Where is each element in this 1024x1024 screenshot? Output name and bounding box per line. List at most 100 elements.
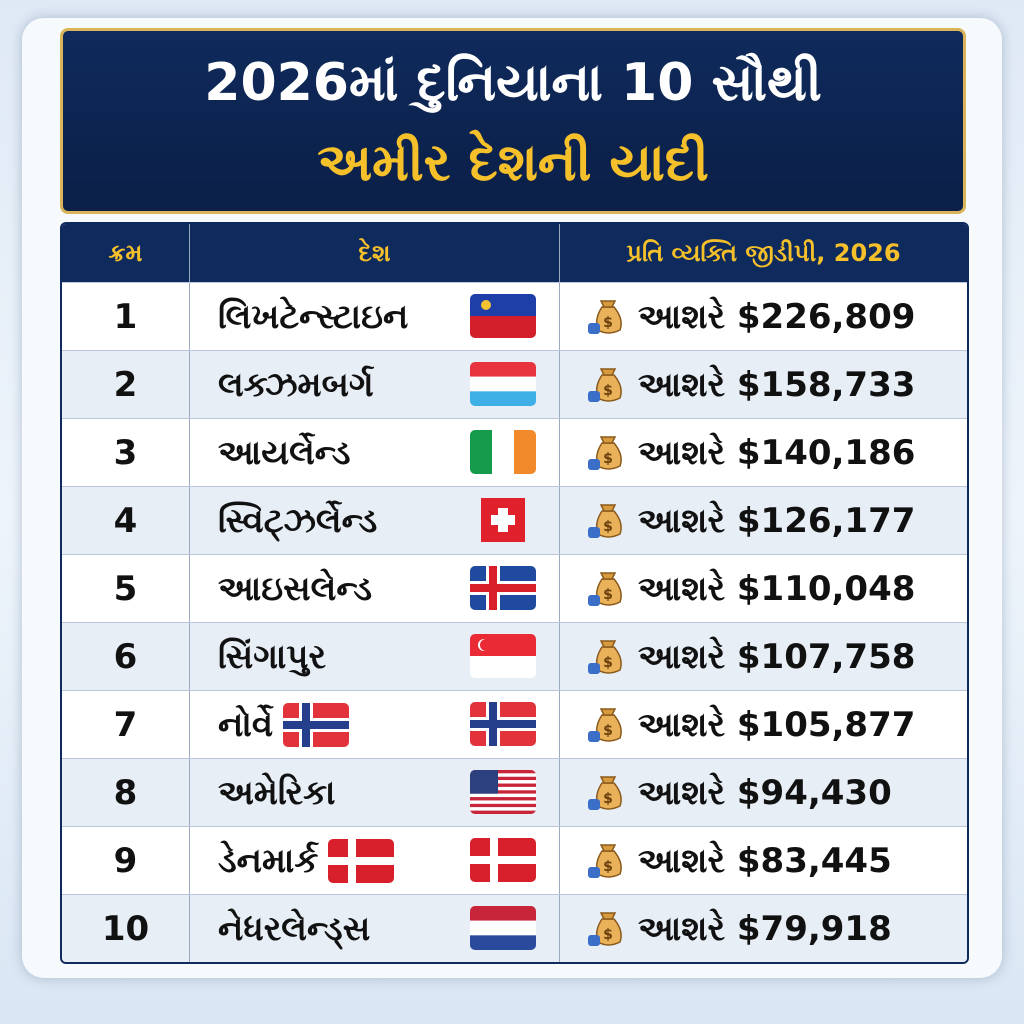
bag-body <box>595 373 622 402</box>
flag-part <box>470 776 536 781</box>
dollar-sign: $ <box>603 927 613 943</box>
flag-body <box>470 294 536 338</box>
dollar-sign: $ <box>603 723 613 739</box>
money-bag-icon: $ <box>588 571 622 606</box>
table-row: 8 અમેરિકા $ આશરે $94,430 <box>62 758 967 826</box>
flag-part <box>470 803 536 808</box>
rank-cell: 2 <box>62 351 190 418</box>
flag-part <box>470 810 536 814</box>
flag-body <box>470 566 536 610</box>
bag-top <box>599 707 617 716</box>
gdp-value: આશરે $140,186 <box>638 432 916 473</box>
flag <box>470 430 536 474</box>
table-row: 10 નેધરલેન્ડ્સ $ આશરે $79,918 <box>62 894 967 962</box>
gdp-cell: $ આશરે $126,177 <box>560 487 967 554</box>
title-line: અમીર દેશની યાદી <box>317 133 709 193</box>
bag-body <box>595 509 622 538</box>
flag-part <box>470 797 536 801</box>
bag-top <box>599 775 617 784</box>
country-name: આઇસલેન્ડ <box>218 568 373 609</box>
money-bag-icon: $ <box>588 367 622 402</box>
gdp-cell: $ આશરે $94,430 <box>560 759 967 826</box>
flag <box>470 566 536 610</box>
rank-cell: 5 <box>62 555 190 622</box>
country-cell: સિંગાપુર <box>190 623 560 690</box>
flag-part <box>470 376 536 392</box>
flag-part <box>492 430 514 474</box>
flag-part <box>470 935 536 950</box>
flag <box>470 294 536 338</box>
bag-top <box>599 435 617 444</box>
flag-part <box>470 391 536 406</box>
country-name: આયર્લેન્ડ <box>218 432 351 473</box>
rank-cell: 10 <box>62 895 190 962</box>
flag-body <box>470 702 536 746</box>
flag-part <box>481 300 491 310</box>
gdp-cell: $ આશરે $140,186 <box>560 419 967 486</box>
country-cell: લિખટેન્સ્ટાઇન <box>190 283 560 350</box>
gdp-cell: $ આશરે $105,877 <box>560 691 967 758</box>
hand <box>588 798 600 810</box>
money-bag-icon: $ <box>588 707 622 742</box>
table-row: 9 ડેનમાર્ક $ આશરે $83,445 <box>62 826 967 894</box>
country-name: સિંગાપુર <box>218 636 327 677</box>
flag <box>470 906 536 950</box>
bag-body <box>595 849 622 878</box>
hand <box>588 390 600 402</box>
bag-body <box>595 645 622 674</box>
column-header: ક્રમ <box>62 224 190 282</box>
hand <box>588 730 600 742</box>
flag <box>283 702 350 747</box>
rank-cell: 1 <box>62 283 190 350</box>
country-name: લક્ઝમબર્ગ <box>218 364 374 405</box>
column-header: દેશ <box>190 224 560 282</box>
table-row: 5 આઇસલેન્ડ $ આશરે $110,048 <box>62 554 967 622</box>
flag-part <box>328 856 395 865</box>
hand <box>588 934 600 946</box>
flag-body <box>470 770 536 814</box>
gdp-value: આશરે $110,048 <box>638 568 916 609</box>
table-row: 3 આયર્લેન્ડ $ આશરે $140,186 <box>62 418 967 486</box>
rank-cell: 8 <box>62 759 190 826</box>
country-cell: ડેનમાર્ક <box>190 827 560 894</box>
flag-part <box>470 316 536 338</box>
flag-part <box>470 920 536 936</box>
bag-top <box>599 367 617 376</box>
bag-top <box>599 639 617 648</box>
flag-body <box>470 430 536 474</box>
dollar-sign: $ <box>603 315 613 331</box>
flag-part <box>470 770 536 774</box>
country-cell: આઇસલેન્ડ <box>190 555 560 622</box>
gdp-cell: $ આશરે $110,048 <box>560 555 967 622</box>
gdp-value: આશરે $126,177 <box>638 500 916 541</box>
flag-part <box>470 856 536 864</box>
flag-part <box>470 720 536 728</box>
country-name: નોર્વે <box>218 704 274 745</box>
hand <box>588 866 600 878</box>
table: ક્રમ દેશ પ્રતિ વ્યક્તિ જીડીપી, 2026 1 લિખ… <box>60 222 969 964</box>
dollar-sign: $ <box>603 587 613 603</box>
country-cell: આયર્લેન્ડ <box>190 419 560 486</box>
flag <box>481 498 525 542</box>
money-bag-icon: $ <box>588 775 622 810</box>
flag-part <box>470 807 536 811</box>
flag-part <box>470 790 536 794</box>
money-bag-icon: $ <box>588 843 622 878</box>
flag-part <box>470 906 536 921</box>
money-bag-icon: $ <box>588 911 622 946</box>
country-name: નેધરલેન્ડ્સ <box>218 908 371 949</box>
flag-body <box>470 906 536 950</box>
rank-cell: 4 <box>62 487 190 554</box>
flag-part <box>470 362 536 377</box>
dollar-sign: $ <box>603 859 613 875</box>
bag-top <box>599 299 617 308</box>
flag-body <box>470 362 536 406</box>
country-cell: અમેરિકા <box>190 759 560 826</box>
flag <box>470 702 536 746</box>
gdp-value: આશરે $158,733 <box>638 364 916 405</box>
table-row: 2 લક્ઝમબર્ગ $ આશરે $158,733 <box>62 350 967 418</box>
country-name: ડેનમાર્ક <box>218 840 319 881</box>
flag-part <box>480 639 492 651</box>
gdp-value: આશરે $107,758 <box>638 636 916 677</box>
